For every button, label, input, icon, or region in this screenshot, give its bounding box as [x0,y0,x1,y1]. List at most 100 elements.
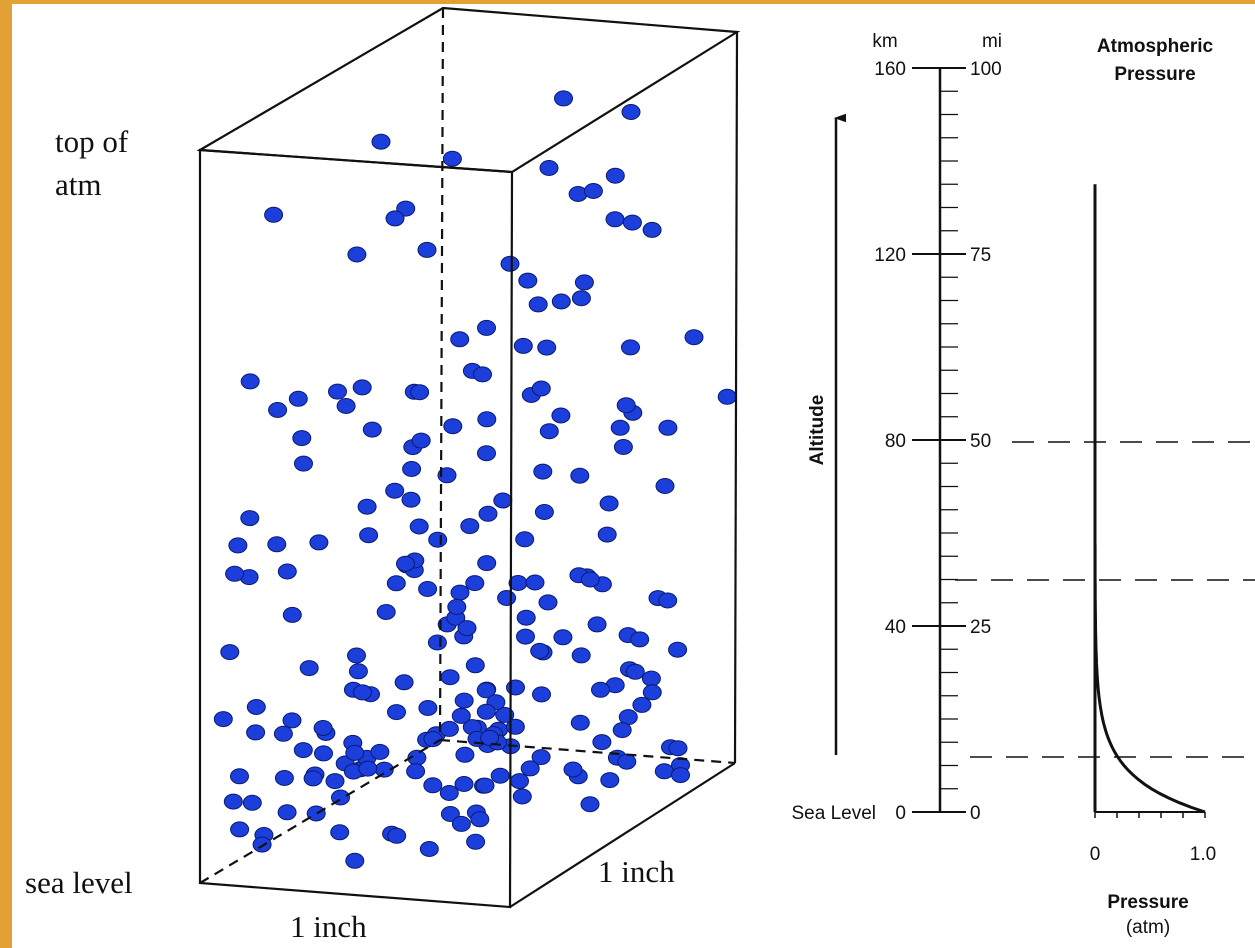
molecule [587,616,607,633]
molecule [605,211,625,228]
molecule [299,660,319,677]
molecule [293,742,313,759]
molecule [417,241,437,258]
molecule [376,604,396,620]
molecule [303,770,323,787]
molecule [246,699,266,715]
width-label: 1 inch [598,854,675,889]
molecule [347,246,367,263]
molecule [230,821,250,838]
molecule [406,763,426,780]
molecule [500,255,520,272]
pressure-curve [1093,184,1206,814]
molecule [264,206,284,223]
molecule [477,445,496,462]
molecule [480,729,500,746]
molecule [563,761,583,778]
km-tick-label: 160 [874,59,906,80]
molecule [600,772,620,789]
molecule [328,383,347,400]
molecule [419,841,439,857]
molecule [534,504,554,520]
molecule [240,510,260,527]
molecule [580,571,600,588]
molecule [554,90,573,107]
mi-header: mi [982,31,1002,52]
molecule [466,833,486,850]
pressure-axis-unit: (atm) [1126,917,1170,938]
molecule [470,811,490,828]
mi-tick-label: 0 [970,803,981,824]
molecule [450,331,470,348]
molecule [539,423,559,440]
molecule [223,793,243,810]
bottom-label: sea level [25,865,133,900]
km-tick-label: 80 [885,431,906,452]
layer-lines [955,441,1255,758]
width-label: 1 inch [290,909,367,944]
molecule [306,805,326,822]
mi-tick-label: 25 [970,617,991,638]
molecule [539,160,559,176]
molecule [668,740,688,757]
molecule [490,767,510,784]
molecule [442,150,462,167]
molecule [242,794,262,811]
molecule [495,706,515,723]
molecule [512,788,532,805]
molecule [533,463,553,480]
molecule [475,777,495,794]
molecule [684,329,704,346]
molecule [513,337,533,354]
molecule [630,631,650,648]
molecule [642,684,662,701]
molecule [532,686,551,703]
molecule [551,407,571,424]
molecule [510,773,529,790]
molecule [359,527,379,544]
molecule [621,104,641,120]
molecule [531,380,551,397]
panel [12,4,1255,948]
molecule [530,642,550,659]
molecule [580,796,600,813]
mi-tick-label: 100 [970,59,1002,80]
molecule [641,670,661,687]
molecule [570,467,590,484]
molecule [473,366,492,383]
molecule [478,505,498,522]
molecule [385,210,405,227]
molecule [591,681,610,698]
molecule [621,339,640,356]
molecule [387,704,406,721]
pressure-title: Pressure [1114,64,1195,85]
molecule [612,722,632,739]
molecule [476,682,496,699]
top-label: top of [55,124,129,159]
molecule [671,767,690,784]
molecule [443,418,463,435]
molecule [613,439,633,455]
molecule [213,711,233,728]
molecule [622,214,642,231]
molecule [362,421,382,438]
molecule [228,537,248,554]
molecule [345,744,365,761]
molecule [252,836,272,853]
molecule [551,293,571,310]
molecule [592,734,612,751]
molecule [325,773,345,790]
pressure-panel: Atmospheric Pressure 0 1.0 Pressure (atm… [1090,36,1217,938]
km-header: km [872,31,897,52]
molecule [230,768,249,785]
molecule [454,692,474,709]
molecule [465,575,485,592]
molecule [493,492,513,509]
molecule [605,167,625,184]
molecule [345,852,365,869]
molecule [655,478,675,494]
x-tick-label: 1.0 [1190,844,1216,865]
molecule [477,555,497,572]
molecule [617,753,637,770]
molecule [654,763,674,780]
